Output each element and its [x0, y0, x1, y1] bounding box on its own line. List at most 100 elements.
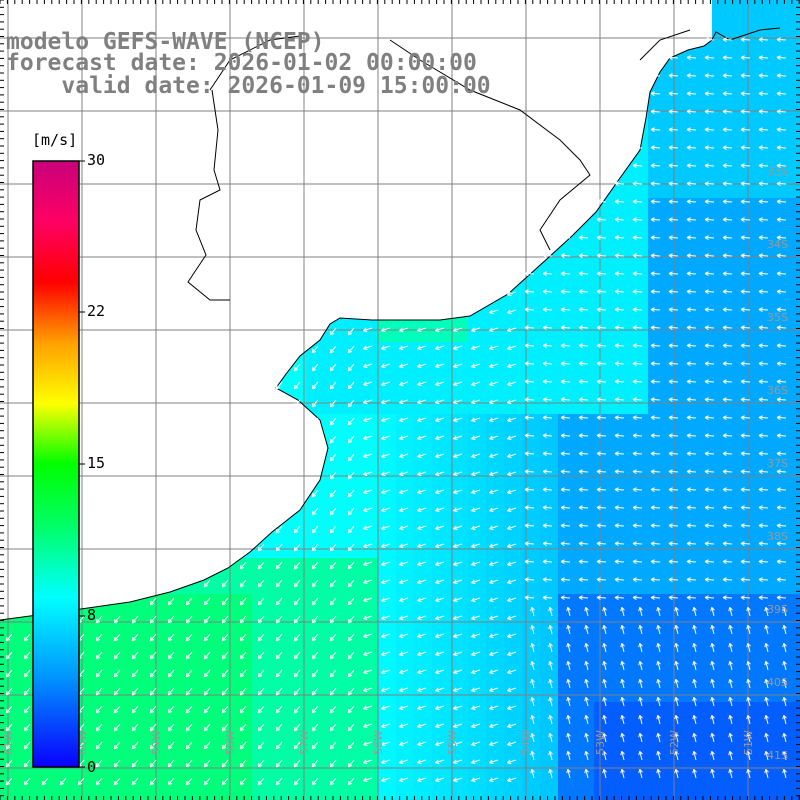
wind-cell — [594, 432, 613, 451]
wind-cell — [486, 594, 505, 613]
wind-cell — [630, 486, 649, 505]
wind-cell — [756, 360, 775, 379]
wind-cell — [702, 288, 721, 307]
wind-cell — [774, 180, 793, 199]
wind-cell — [378, 414, 397, 433]
lon-label: 56W — [372, 730, 385, 755]
wind-cell — [594, 396, 613, 415]
wind-cell — [630, 324, 649, 343]
wind-cell — [360, 504, 379, 523]
wind-cell — [684, 360, 703, 379]
wind-cell — [594, 486, 613, 505]
wind-cell — [702, 450, 721, 469]
wind-cell — [720, 0, 739, 19]
wind-cell — [648, 522, 667, 541]
wind-cell — [414, 414, 433, 433]
wind-cell — [756, 198, 775, 217]
wind-cell — [378, 756, 397, 775]
wind-cell — [378, 486, 397, 505]
wind-cell — [792, 666, 800, 685]
wind-cell — [648, 162, 667, 181]
wind-cell — [432, 666, 451, 685]
wind-cell — [720, 72, 739, 91]
wind-cell — [504, 612, 523, 631]
wind-cell — [792, 504, 800, 523]
wind-cell — [774, 252, 793, 271]
wind-cell — [774, 54, 793, 73]
wind-cell — [612, 252, 631, 271]
wind-cell — [486, 738, 505, 757]
wind-cell — [360, 756, 379, 775]
wind-cell — [774, 360, 793, 379]
wind-cell — [774, 396, 793, 415]
wind-cell — [576, 306, 595, 325]
wind-cell — [450, 468, 469, 487]
wind-cell — [648, 270, 667, 289]
wind-cell — [612, 432, 631, 451]
wind-cell — [486, 396, 505, 415]
wind-cell — [540, 378, 559, 397]
wind-cell — [792, 18, 800, 37]
wind-cell — [540, 450, 559, 469]
wind-cell — [630, 234, 649, 253]
wind-cell — [576, 270, 595, 289]
wind-cell — [522, 486, 541, 505]
wind-cell — [540, 504, 559, 523]
wind-cell — [378, 558, 397, 577]
wind-cell — [738, 270, 757, 289]
wind-cell — [648, 360, 667, 379]
wind-cell — [522, 360, 541, 379]
wind-cell — [396, 324, 415, 343]
wind-cell — [450, 648, 469, 667]
wind-cell — [792, 558, 800, 577]
wind-cell — [612, 558, 631, 577]
wind-cell — [738, 234, 757, 253]
wind-cell — [414, 684, 433, 703]
wind-cell — [360, 522, 379, 541]
wind-cell — [450, 324, 469, 343]
wind-cell — [666, 396, 685, 415]
wind-cell — [594, 774, 613, 793]
wind-cell — [702, 162, 721, 181]
wind-cell — [738, 198, 757, 217]
wind-cell — [504, 576, 523, 595]
wind-cell — [612, 324, 631, 343]
wind-cell — [756, 18, 775, 37]
colorbar — [32, 160, 80, 768]
wind-cell — [504, 648, 523, 667]
wind-cell — [576, 360, 595, 379]
wind-cell — [684, 576, 703, 595]
wind-cell — [468, 486, 487, 505]
wind-cell — [360, 342, 379, 361]
wind-cell — [756, 0, 775, 19]
wind-cell — [720, 234, 739, 253]
wind-cell — [648, 144, 667, 163]
wind-cell — [378, 324, 397, 343]
wind-cell — [648, 486, 667, 505]
wind-cell — [648, 576, 667, 595]
wind-cell — [486, 576, 505, 595]
wind-cell — [738, 360, 757, 379]
wind-cell — [414, 468, 433, 487]
wind-cell — [774, 774, 793, 793]
wind-cell — [702, 414, 721, 433]
wind-cell — [432, 450, 451, 469]
wind-cell — [414, 324, 433, 343]
wind-cell — [468, 576, 487, 595]
wind-cell — [720, 288, 739, 307]
wind-cell — [612, 270, 631, 289]
wind-cell — [666, 450, 685, 469]
wind-cell — [576, 432, 595, 451]
wind-cell — [486, 702, 505, 721]
wind-cell — [612, 774, 631, 793]
wind-cell — [450, 450, 469, 469]
wind-cell — [720, 504, 739, 523]
wind-cell — [468, 378, 487, 397]
wind-cell — [666, 252, 685, 271]
wind-cell — [666, 504, 685, 523]
wind-cell — [702, 54, 721, 73]
wind-cell — [594, 288, 613, 307]
wind-cell — [666, 234, 685, 253]
wind-cell — [396, 468, 415, 487]
wind-cell — [504, 702, 523, 721]
